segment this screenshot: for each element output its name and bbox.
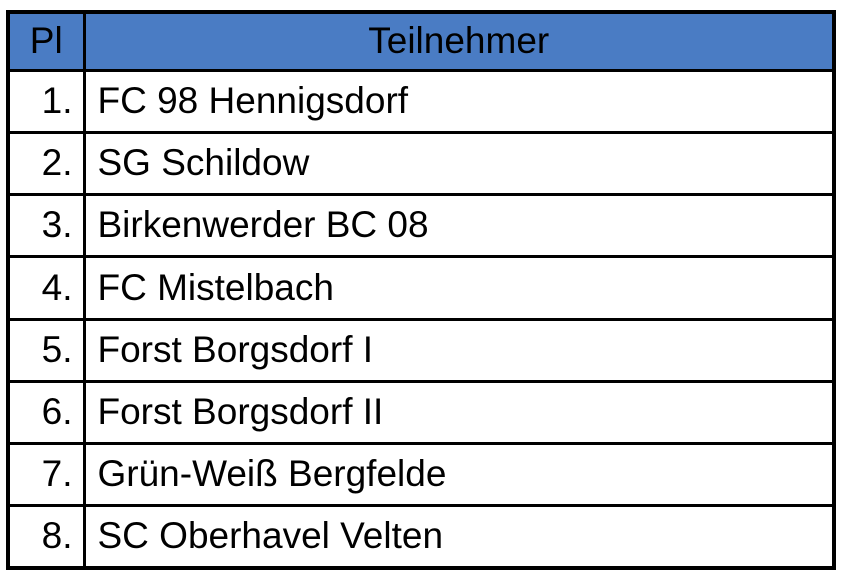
column-header-pl: Pl (6, 10, 86, 72)
table-header-row: Pl Teilnehmer (6, 10, 836, 72)
team-cell: FC Mistelbach (82, 255, 836, 321)
participants-table: Pl Teilnehmer 1. FC 98 Hennigsdorf 2. SG… (6, 10, 836, 570)
table-row: 6. Forst Borgsdorf II (6, 379, 836, 446)
rank-cell: 7. (6, 441, 86, 508)
team-cell: Forst Borgsdorf I (82, 317, 836, 383)
table-row: 8. SC Oberhavel Velten (6, 504, 836, 570)
team-cell: SG Schildow (82, 130, 836, 197)
team-cell: Grün-Weiß Bergfelde (82, 441, 836, 508)
rank-cell: 4. (6, 255, 86, 321)
column-header-teilnehmer: Teilnehmer (82, 10, 836, 72)
rank-cell: 8. (6, 504, 86, 570)
rank-cell: 1. (6, 68, 86, 134)
table-row: 3. Birkenwerder BC 08 (6, 192, 836, 259)
rank-cell: 2. (6, 130, 86, 197)
team-cell: FC 98 Hennigsdorf (82, 68, 836, 134)
table-row: 7. Grün-Weiß Bergfelde (6, 441, 836, 508)
team-cell: Forst Borgsdorf II (82, 379, 836, 446)
team-cell: SC Oberhavel Velten (82, 504, 836, 570)
table-row: 2. SG Schildow (6, 130, 836, 197)
table-row: 5. Forst Borgsdorf I (6, 317, 836, 383)
rank-cell: 3. (6, 192, 86, 259)
rank-cell: 5. (6, 317, 86, 383)
table-row: 1. FC 98 Hennigsdorf (6, 68, 836, 134)
team-cell: Birkenwerder BC 08 (82, 192, 836, 259)
rank-cell: 6. (6, 379, 86, 446)
table-row: 4. FC Mistelbach (6, 255, 836, 321)
